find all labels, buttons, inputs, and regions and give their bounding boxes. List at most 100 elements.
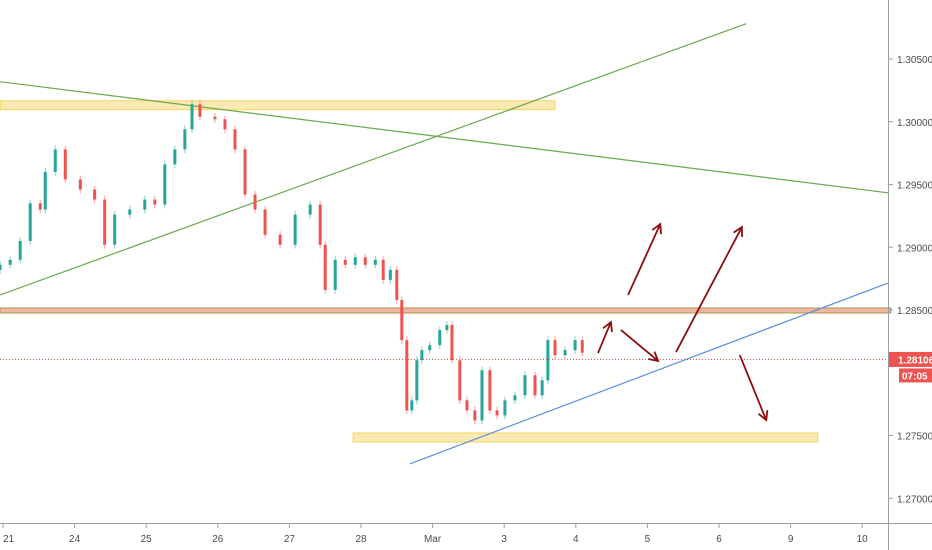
candle: [473, 406, 477, 425]
candle-body: [190, 104, 194, 130]
candle: [458, 356, 462, 405]
candle-body: [78, 179, 82, 190]
candle: [373, 256, 377, 269]
candle: [113, 210, 117, 249]
candle: [343, 256, 347, 269]
candle: [513, 391, 517, 405]
candle: [173, 145, 177, 169]
candle: [63, 145, 67, 184]
candle-body: [373, 259, 377, 265]
candle-body: [415, 360, 419, 401]
candle: [128, 205, 132, 219]
candle-body: [173, 149, 177, 165]
candle: [410, 396, 414, 415]
candles: [0, 100, 584, 425]
arrow-shaft: [675, 226, 743, 353]
candle-body: [53, 149, 57, 172]
x-tick-label: 3: [501, 534, 507, 545]
time-axis[interactable]: 21 24 25 26 27 28 Mar 3 4 5 6 9 10: [2, 524, 869, 545]
arrow-drawing: [627, 222, 662, 296]
candle-body: [183, 129, 187, 150]
countdown-label: 07:05: [902, 371, 928, 382]
green-trendline: [0, 81, 889, 194]
trendlines: [0, 23, 889, 465]
candle-body: [308, 204, 312, 215]
candle: [428, 341, 432, 354]
y-tick-label: 1.29500: [897, 181, 932, 192]
candle: [198, 100, 202, 121]
candle-body: [223, 119, 227, 130]
candle-body: [458, 360, 462, 401]
candle: [8, 256, 12, 269]
candle: [153, 195, 157, 209]
candle-body: [63, 149, 67, 180]
green-trendline: [0, 23, 747, 296]
candle-body: [473, 410, 477, 421]
candle-body: [445, 325, 449, 331]
candle-body: [93, 189, 97, 200]
candle-body: [323, 244, 327, 290]
candle: [388, 266, 392, 284]
candle-body: [103, 199, 107, 245]
x-tick-label: 24: [69, 534, 81, 545]
candle: [0, 261, 2, 274]
candle-body: [381, 259, 385, 280]
candle-body: [405, 340, 409, 411]
candle: [381, 256, 385, 284]
candle: [18, 237, 22, 264]
y-tick-label: 1.30000: [897, 118, 932, 129]
zones: [0, 100, 892, 443]
candle: [480, 366, 484, 425]
candle: [580, 336, 584, 357]
candle: [278, 230, 282, 249]
x-tick-label: 10: [857, 534, 869, 545]
candle-body: [450, 325, 454, 361]
candle: [546, 336, 550, 385]
arrows: [597, 222, 769, 422]
candle: [533, 371, 537, 400]
candle-body: [388, 269, 392, 280]
arrow-head: [757, 410, 769, 422]
candle-body: [546, 340, 550, 381]
x-tick-label: 28: [355, 534, 367, 545]
candle: [293, 210, 297, 249]
x-tick-label: Mar: [424, 534, 442, 545]
x-tick-label: 9: [788, 534, 794, 545]
x-tick-label: 21: [3, 534, 15, 545]
arrow-head: [602, 320, 613, 333]
candle-body: [580, 340, 584, 353]
y-tick-label: 1.30500: [897, 55, 932, 66]
arrow-shaft: [620, 329, 659, 362]
candle-body: [163, 164, 167, 205]
price-axis[interactable]: 1.30500 1.30000 1.29500 1.29000 1.28500 1.275…: [889, 55, 932, 505]
candle-body: [263, 209, 267, 235]
candle: [438, 326, 442, 349]
arrow-head: [651, 222, 662, 235]
candle-body: [233, 129, 237, 150]
arrow-drawing: [675, 225, 743, 353]
candle-body: [143, 199, 147, 210]
candle-body: [488, 370, 492, 411]
candle: [53, 145, 57, 176]
candle-body: [38, 203, 42, 210]
yellow-zone: [352, 432, 819, 443]
y-tick-label: 1.27000: [897, 494, 932, 505]
candle: [308, 200, 312, 219]
candle: [553, 336, 557, 359]
candle: [103, 195, 107, 249]
candle: [395, 266, 399, 304]
arrow-drawing: [597, 320, 613, 354]
candle-body: [18, 240, 22, 260]
candle-body: [480, 370, 484, 421]
candle: [223, 115, 227, 134]
yellow-zone: [0, 100, 556, 111]
candle: [488, 366, 492, 415]
candle: [450, 321, 454, 364]
candle: [323, 240, 327, 294]
candle-body: [428, 345, 432, 351]
candle-body: [318, 204, 322, 245]
candle-body: [540, 380, 544, 396]
x-tick-label: 6: [716, 534, 722, 545]
